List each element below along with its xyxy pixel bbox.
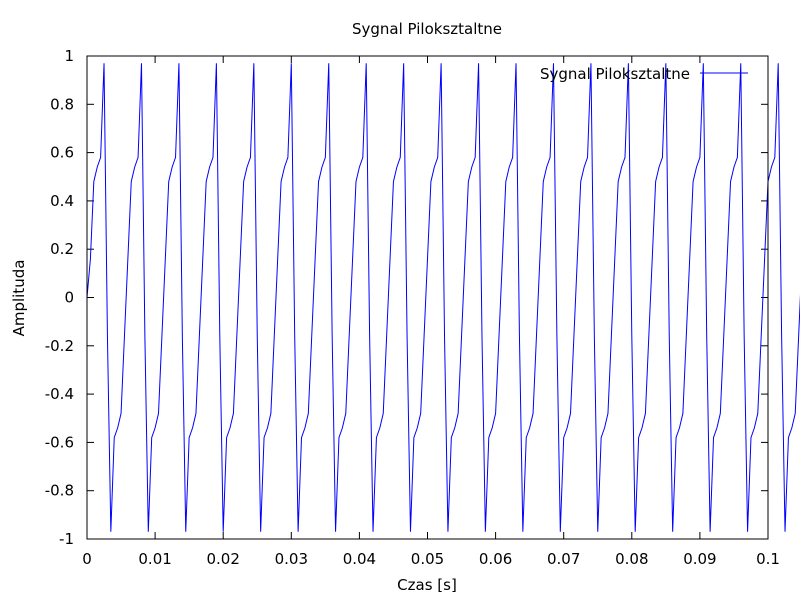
x-tick-label: 0.05 bbox=[411, 550, 444, 568]
y-tick-label: 0.6 bbox=[50, 144, 74, 162]
x-tick-label: 0.03 bbox=[275, 550, 308, 568]
axis-ticks: 0 0.01 0.02 0.03 0.04 0.05 0.06 0.07 0.08 0.09 0.1… bbox=[45, 47, 780, 568]
x-tick-label: 0.07 bbox=[547, 550, 580, 568]
series-layer bbox=[86, 63, 800, 532]
x-tick-label: 0.06 bbox=[479, 550, 512, 568]
x-axis-label: Czas [s] bbox=[397, 576, 457, 594]
legend: Sygnal Piloksztaltne bbox=[540, 65, 748, 83]
y-tick-label: -0.6 bbox=[45, 433, 74, 451]
y-tick-label: 1 bbox=[64, 47, 74, 65]
y-tick-label: 0.4 bbox=[50, 192, 74, 210]
y-tick-label: -0.8 bbox=[45, 482, 74, 500]
x-tick-label: 0.08 bbox=[615, 550, 648, 568]
chart-title: Sygnal Piloksztaltne bbox=[352, 20, 502, 38]
plot-frame bbox=[86, 55, 769, 540]
x-tick-label: 0.01 bbox=[138, 550, 171, 568]
y-tick-label: 0.8 bbox=[50, 95, 74, 113]
y-tick-label: -0.4 bbox=[45, 385, 74, 403]
legend-label: Sygnal Piloksztaltne bbox=[540, 65, 690, 83]
x-tick-label: 0.02 bbox=[206, 550, 239, 568]
y-axis-label: Amplituda bbox=[10, 260, 28, 337]
x-tick-label: 0 bbox=[82, 550, 92, 568]
x-tick-label: 0.1 bbox=[756, 550, 780, 568]
y-tick-label: -0.2 bbox=[45, 337, 74, 355]
x-tick-label: 0.04 bbox=[343, 550, 376, 568]
y-tick-label: 0 bbox=[64, 289, 74, 307]
y-tick-label: -1 bbox=[59, 530, 74, 548]
x-tick-label: 0.09 bbox=[683, 550, 716, 568]
y-tick-label: 0.2 bbox=[50, 240, 74, 258]
series-line bbox=[86, 63, 800, 532]
